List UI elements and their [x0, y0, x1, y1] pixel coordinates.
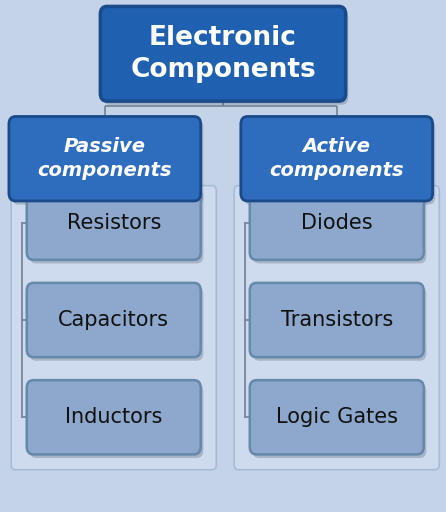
FancyBboxPatch shape — [103, 10, 348, 105]
FancyBboxPatch shape — [252, 287, 426, 360]
Text: Logic Gates: Logic Gates — [276, 407, 398, 428]
FancyBboxPatch shape — [11, 185, 216, 470]
FancyBboxPatch shape — [27, 186, 201, 260]
FancyBboxPatch shape — [252, 384, 426, 458]
Text: Passive
components: Passive components — [37, 137, 172, 180]
FancyBboxPatch shape — [234, 185, 439, 470]
Text: Inductors: Inductors — [65, 407, 162, 428]
FancyBboxPatch shape — [29, 189, 203, 264]
Text: Electronic
Components: Electronic Components — [130, 25, 316, 83]
FancyBboxPatch shape — [27, 283, 201, 357]
FancyBboxPatch shape — [29, 287, 203, 360]
Text: Transistors: Transistors — [281, 310, 393, 330]
FancyBboxPatch shape — [244, 120, 435, 205]
FancyBboxPatch shape — [250, 380, 424, 455]
FancyBboxPatch shape — [241, 117, 433, 201]
Text: Diodes: Diodes — [301, 212, 372, 233]
FancyBboxPatch shape — [29, 384, 203, 458]
FancyBboxPatch shape — [100, 6, 346, 101]
FancyBboxPatch shape — [250, 283, 424, 357]
FancyBboxPatch shape — [252, 189, 426, 264]
Text: Active
components: Active components — [269, 137, 404, 180]
FancyBboxPatch shape — [9, 117, 201, 201]
Text: Capacitors: Capacitors — [58, 310, 169, 330]
FancyBboxPatch shape — [27, 380, 201, 455]
FancyBboxPatch shape — [12, 120, 203, 205]
Text: Resistors: Resistors — [66, 212, 161, 233]
FancyBboxPatch shape — [250, 186, 424, 260]
